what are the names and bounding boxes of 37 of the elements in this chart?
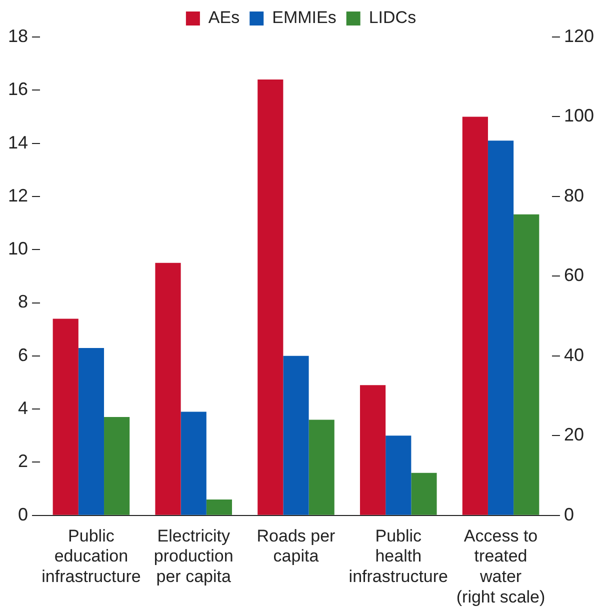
bar bbox=[155, 262, 181, 515]
x-tick-label: Public health infrastructure bbox=[348, 526, 448, 586]
y-tick-label: 4 bbox=[18, 398, 28, 418]
y-tick-label: 6 bbox=[18, 344, 28, 365]
bar bbox=[360, 385, 386, 515]
y-tick-label: 14 bbox=[8, 132, 28, 152]
y2-tick-label: 120 bbox=[564, 26, 594, 46]
y-tick-label: 0 bbox=[18, 504, 28, 524]
x-tick-label: Electricity production per capita bbox=[154, 526, 234, 586]
x-tick-label: Public education infrastructure bbox=[42, 526, 141, 586]
legend-label: LIDCs bbox=[368, 8, 416, 28]
bar bbox=[104, 417, 130, 515]
bar bbox=[258, 80, 284, 515]
y-tick-label: 10 bbox=[8, 238, 28, 259]
bar bbox=[283, 356, 309, 515]
x-tick-label: Access to treated water (right scale) bbox=[456, 526, 546, 606]
legend-label: EMMIEs bbox=[272, 8, 336, 28]
bar bbox=[386, 436, 412, 515]
y-tick-label: 16 bbox=[8, 79, 28, 100]
bar bbox=[308, 420, 334, 515]
y-tick-label: 8 bbox=[18, 292, 28, 312]
y-tick-label: 12 bbox=[8, 185, 28, 206]
legend-label: AEs bbox=[208, 8, 240, 28]
bar bbox=[78, 348, 104, 515]
x-tick-label: Roads per capita bbox=[256, 526, 336, 566]
y-tick-label: 2 bbox=[18, 451, 28, 472]
bar bbox=[411, 472, 437, 515]
y2-tick-label: 80 bbox=[564, 185, 584, 206]
y2-tick-label: 20 bbox=[564, 424, 584, 445]
bar bbox=[52, 318, 78, 515]
y2-tick-label: 40 bbox=[564, 344, 584, 365]
bar bbox=[206, 499, 232, 515]
y2-tick-label: 0 bbox=[564, 504, 574, 524]
bar bbox=[180, 412, 206, 515]
y-tick-label: 18 bbox=[8, 26, 28, 46]
y2-tick-label: 60 bbox=[564, 265, 584, 286]
y2-tick-label: 100 bbox=[564, 106, 594, 126]
